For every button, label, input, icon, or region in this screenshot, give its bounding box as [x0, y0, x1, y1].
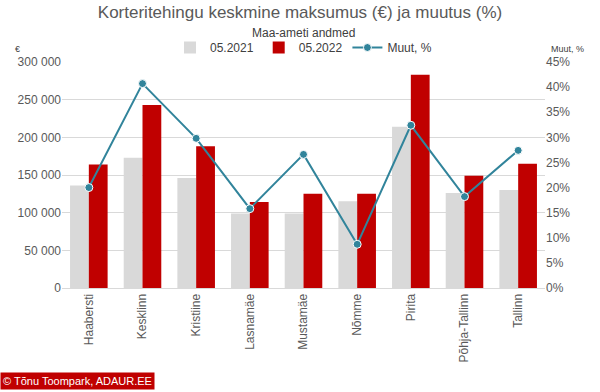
svg-text:0: 0: [54, 281, 61, 295]
svg-text:35%: 35%: [546, 105, 570, 119]
svg-text:05.2021: 05.2021: [210, 41, 254, 55]
svg-text:Haabersti: Haabersti: [82, 294, 96, 345]
svg-text:100 000: 100 000: [18, 206, 62, 220]
svg-text:Korteritehingu keskmine maksum: Korteritehingu keskmine maksumus (€) ja …: [98, 3, 502, 22]
svg-text:20%: 20%: [546, 181, 570, 195]
svg-text:Kesklinn: Kesklinn: [135, 294, 149, 339]
svg-text:Lasnamäe: Lasnamäe: [243, 293, 257, 349]
svg-text:05.2022: 05.2022: [299, 41, 343, 55]
svg-text:0%: 0%: [546, 281, 564, 295]
svg-text:25%: 25%: [546, 156, 570, 170]
svg-text:15%: 15%: [546, 206, 570, 220]
svg-text:250 000: 250 000: [18, 93, 62, 107]
svg-text:45%: 45%: [546, 55, 570, 69]
svg-text:© Tõnu Toompark, ADAUR.EE: © Tõnu Toompark, ADAUR.EE: [3, 375, 152, 387]
svg-text:Muut, %: Muut, %: [387, 41, 431, 55]
svg-text:Mustamäe: Mustamäe: [296, 293, 310, 349]
svg-text:150 000: 150 000: [18, 168, 62, 182]
svg-text:Pirita: Pirita: [404, 293, 418, 321]
svg-text:Põhja-Tallinn: Põhja-Tallinn: [457, 294, 471, 363]
svg-text:30%: 30%: [546, 131, 570, 145]
svg-text:Kristiine: Kristiine: [189, 293, 203, 336]
svg-text:Nõmme: Nõmme: [350, 293, 364, 335]
svg-text:Maa-ameti andmed: Maa-ameti andmed: [252, 26, 355, 40]
svg-text:Tallinn: Tallinn: [511, 294, 525, 328]
svg-text:40%: 40%: [546, 80, 570, 94]
svg-text:50 000: 50 000: [24, 244, 61, 258]
svg-text:€: €: [15, 44, 20, 54]
svg-text:10%: 10%: [546, 231, 570, 245]
svg-text:5%: 5%: [546, 256, 564, 270]
svg-text:Muut, %: Muut, %: [551, 44, 584, 54]
svg-text:200 000: 200 000: [18, 131, 62, 145]
svg-text:300 000: 300 000: [18, 55, 62, 69]
